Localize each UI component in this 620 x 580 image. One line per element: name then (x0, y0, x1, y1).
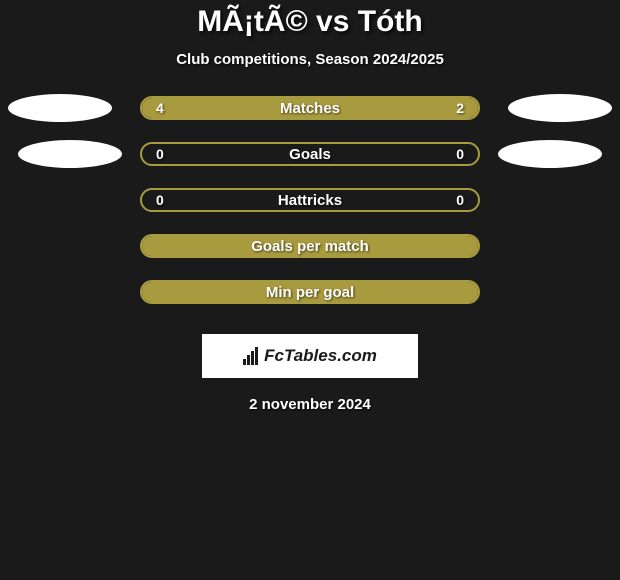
stat-row-goals: 0 Goals 0 (0, 142, 620, 166)
stat-bar-min-per-goal: Min per goal (140, 280, 480, 304)
stat-label: Min per goal (266, 284, 354, 301)
stat-value-right: 0 (456, 146, 464, 162)
player-left-marker (18, 140, 122, 168)
stat-row-goals-per-match: Goals per match (0, 234, 620, 258)
player-right-marker (498, 140, 602, 168)
stat-bar-goals: 0 Goals 0 (140, 142, 480, 166)
page-subtitle: Club competitions, Season 2024/2025 (176, 51, 444, 68)
source-logo[interactable]: FcTables.com (202, 334, 418, 378)
logo-text: FcTables.com (243, 346, 377, 366)
stat-value-right: 2 (456, 100, 464, 116)
stat-value-left: 4 (156, 100, 164, 116)
stat-row-hattricks: 0 Hattricks 0 (0, 188, 620, 212)
stat-row-matches: 4 Matches 2 (0, 96, 620, 120)
stat-bar-hattricks: 0 Hattricks 0 (140, 188, 480, 212)
stat-value-right: 0 (456, 192, 464, 208)
player-left-marker (8, 94, 112, 122)
stat-label: Matches (280, 100, 340, 117)
stat-label: Goals (289, 146, 331, 163)
stat-label: Goals per match (251, 238, 369, 255)
stat-value-left: 0 (156, 146, 164, 162)
chart-bars-icon (243, 347, 258, 365)
stat-value-left: 0 (156, 192, 164, 208)
page-title: MÃ¡tÃ© vs Tóth (197, 5, 422, 39)
stat-row-min-per-goal: Min per goal (0, 280, 620, 304)
stat-label: Hattricks (278, 192, 342, 209)
stat-bar-goals-per-match: Goals per match (140, 234, 480, 258)
stat-bar-matches: 4 Matches 2 (140, 96, 480, 120)
logo-label: FcTables.com (264, 346, 377, 366)
date-label: 2 november 2024 (249, 396, 371, 413)
comparison-panel: MÃ¡tÃ© vs Tóth Club competitions, Season… (0, 0, 620, 413)
player-right-marker (508, 94, 612, 122)
